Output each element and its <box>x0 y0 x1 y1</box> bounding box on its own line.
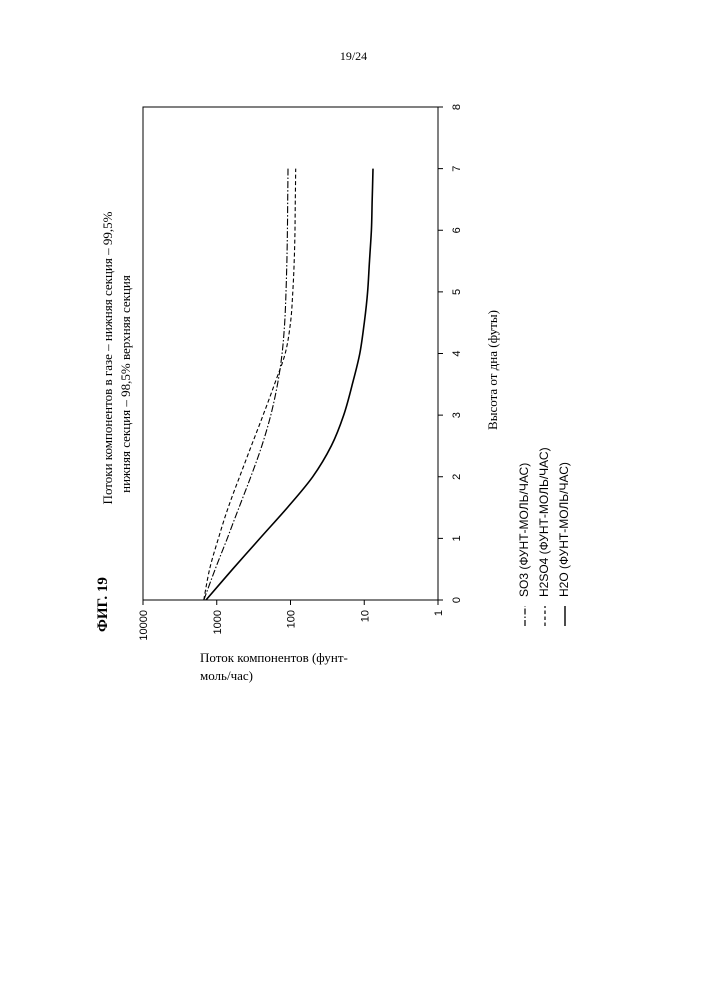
series-line-h2so4 <box>204 169 296 600</box>
y-axis-label-line-1: Поток компонентов (фунт- <box>200 650 348 665</box>
y-axis-label-line-2: моль/час) <box>200 668 253 683</box>
y-tick-label: 100 <box>286 610 298 628</box>
y-tick-label: 1 <box>433 610 445 616</box>
x-tick-label: 5 <box>451 289 463 295</box>
series-line-h2o <box>206 169 373 600</box>
plot-frame <box>143 107 438 600</box>
y-tick-label: 10000 <box>138 610 150 641</box>
x-tick-label: 8 <box>451 104 463 110</box>
x-tick-label: 1 <box>451 535 463 541</box>
chart-title-line-1: Потоки компонентов в газе – нижняя секци… <box>100 211 115 504</box>
x-axis-label: Высота от дна (футы) <box>485 310 500 430</box>
x-tick-label: 0 <box>451 597 463 603</box>
chart-title-line-2: нижняя секция – 98,5% верхняя секция <box>118 275 133 493</box>
series-line-so3 <box>204 169 288 600</box>
x-tick-label: 4 <box>451 350 463 356</box>
x-axis: 0 1 2 3 4 5 6 7 8 <box>438 104 463 603</box>
legend: SO3 (ФУНТ-МОЛЬ/ЧАС) H2SO4 (ФУНТ-МОЛЬ/ЧАС… <box>517 447 571 626</box>
legend-item-h2o: H2O (ФУНТ-МОЛЬ/ЧАС) <box>557 462 571 626</box>
x-tick-label: 7 <box>451 166 463 172</box>
legend-label-h2so4: H2SO4 (ФУНТ-МОЛЬ/ЧАС) <box>537 447 551 597</box>
legend-label-h2o: H2O (ФУНТ-МОЛЬ/ЧАС) <box>557 462 571 597</box>
legend-item-so3: SO3 (ФУНТ-МОЛЬ/ЧАС) <box>517 463 531 626</box>
figure-label: ФИГ. 19 <box>95 577 111 632</box>
y-tick-label: 1000 <box>212 610 224 634</box>
x-tick-label: 2 <box>451 474 463 480</box>
x-tick-label: 3 <box>451 412 463 418</box>
legend-label-so3: SO3 (ФУНТ-МОЛЬ/ЧАС) <box>517 463 531 597</box>
y-tick-label: 10 <box>359 610 371 622</box>
legend-item-h2so4: H2SO4 (ФУНТ-МОЛЬ/ЧАС) <box>537 447 551 626</box>
y-axis: 1 10 100 1000 10000 <box>138 600 445 641</box>
series-lines <box>204 169 373 600</box>
x-tick-label: 6 <box>451 227 463 233</box>
